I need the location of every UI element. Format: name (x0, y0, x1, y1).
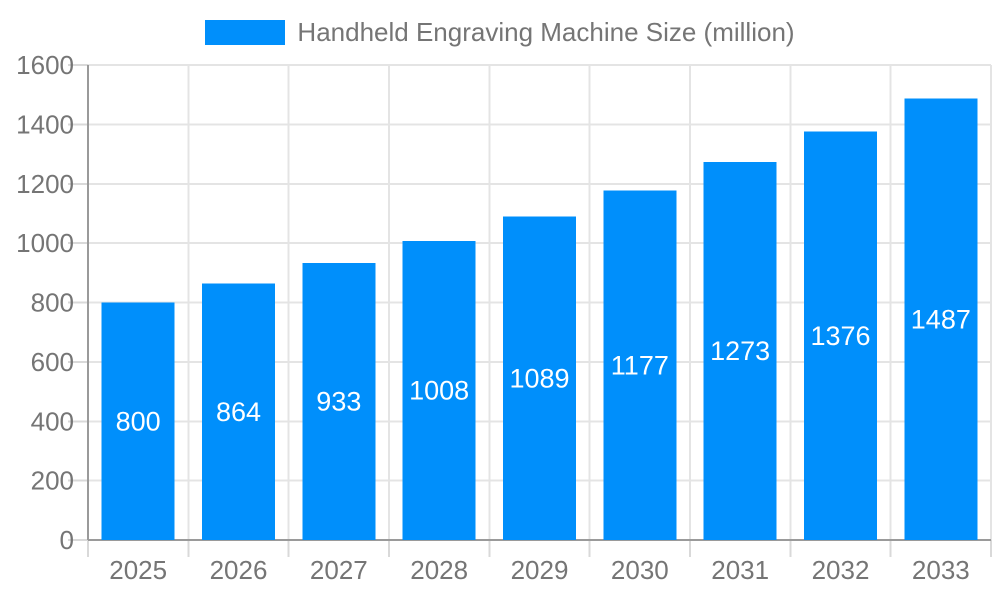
x-axis-label: 2028 (410, 555, 468, 585)
bar-2025[interactable] (101, 302, 175, 541)
legend[interactable]: Handheld Engraving Machine Size (million… (0, 17, 1000, 47)
bar-2033[interactable] (904, 98, 978, 540)
x-axis-label: 2029 (511, 555, 569, 585)
bar-value-label: 933 (316, 387, 361, 417)
y-axis-label: 400 (31, 406, 74, 436)
y-axis-label: 600 (31, 347, 74, 377)
bar-2028[interactable] (402, 240, 476, 540)
x-axis-label: 2032 (812, 555, 870, 585)
x-axis-label: 2033 (912, 555, 970, 585)
y-axis-label: 1000 (16, 228, 74, 258)
y-axis-label: 1200 (16, 169, 74, 199)
bar-2032[interactable] (804, 131, 877, 541)
x-axis-label: 2027 (310, 555, 368, 585)
bar-2029[interactable] (503, 216, 576, 540)
bar-value-label: 1273 (710, 336, 770, 366)
legend-swatch (205, 19, 286, 45)
x-axis-label: 2030 (611, 555, 669, 585)
bar-value-label: 1376 (810, 321, 870, 351)
bar-value-label: 1487 (911, 304, 971, 334)
bar-2030[interactable] (603, 190, 677, 540)
y-axis-label: 200 (31, 466, 74, 496)
legend-label: Handheld Engraving Machine Size (million… (297, 17, 795, 47)
y-axis-label: 1400 (16, 109, 74, 139)
bar-2031[interactable] (703, 162, 777, 540)
bar-value-label: 800 (116, 406, 161, 436)
y-axis-label: 800 (31, 288, 74, 318)
bar-value-label: 1008 (409, 375, 469, 405)
bar-2027[interactable] (302, 263, 376, 540)
y-axis-label: 0 (60, 525, 74, 555)
x-axis-label: 2025 (109, 555, 167, 585)
bar-2026[interactable] (202, 283, 275, 541)
y-axis-label: 1600 (16, 50, 74, 80)
bar-value-label: 1089 (509, 363, 569, 393)
x-axis-label: 2026 (210, 555, 268, 585)
bar-value-label: 864 (216, 397, 261, 427)
bar-value-label: 1177 (611, 350, 669, 380)
x-axis-label: 2031 (711, 555, 769, 585)
